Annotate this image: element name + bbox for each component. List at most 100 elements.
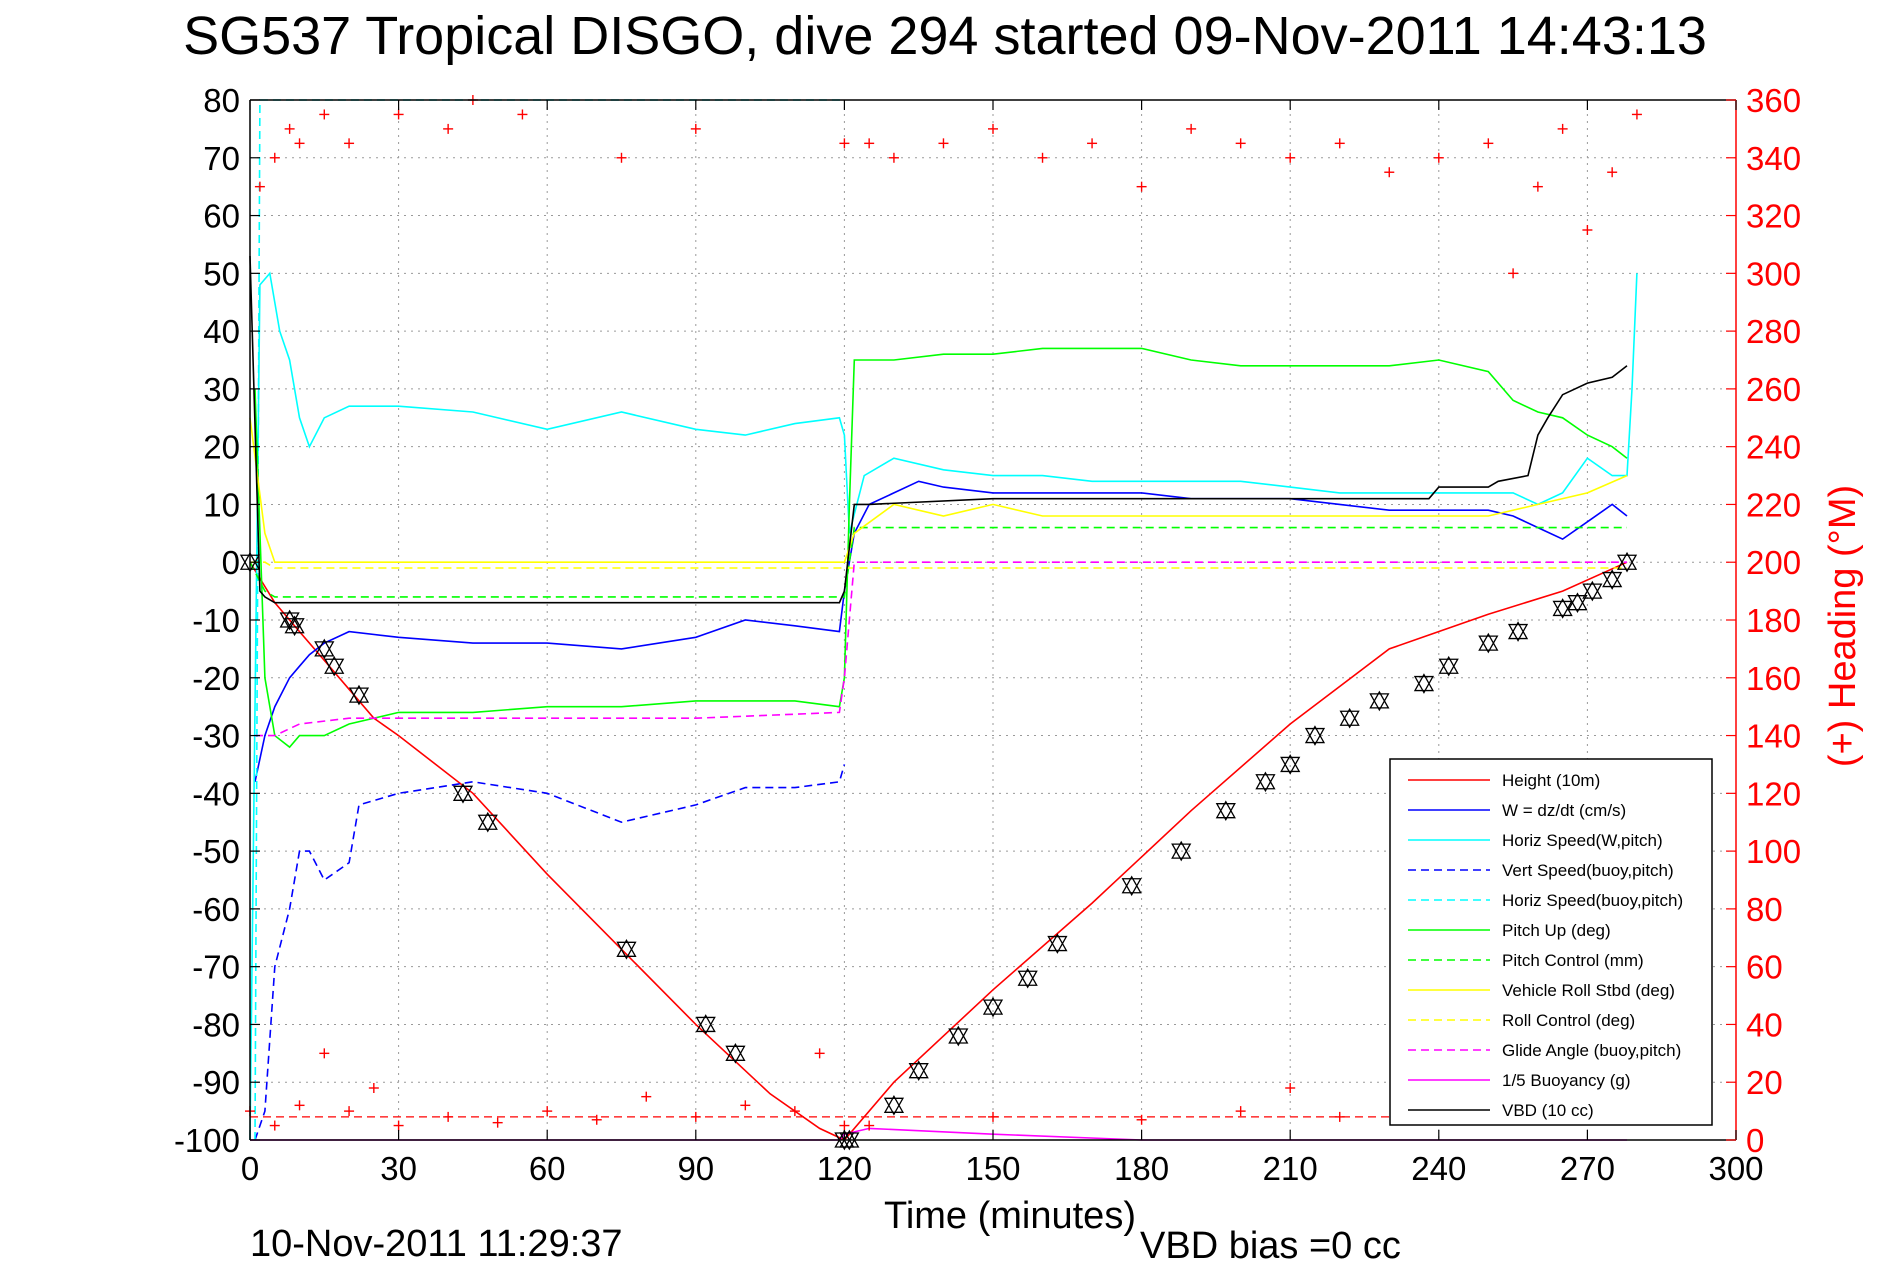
- marker-triangle-down: [695, 1016, 716, 1035]
- y-tick-label: -10: [192, 602, 240, 639]
- profile-marker: [1602, 569, 1623, 590]
- legend-label-pitch_up: Pitch Up (deg): [1502, 921, 1611, 940]
- footer-vbd-bias: VBD bias =0 cc: [1140, 1225, 1401, 1262]
- marker-triangle-up: [883, 1095, 905, 1113]
- heading-point-bottom: [1136, 1114, 1147, 1125]
- profile-marker: [348, 684, 370, 706]
- y2-tick-label: 300: [1746, 255, 1801, 292]
- heading-point-bottom: [591, 1114, 602, 1125]
- legend-label-horiz_speed_w: Horiz Speed(W,pitch): [1502, 831, 1663, 850]
- y2-tick-label: 240: [1746, 429, 1801, 466]
- marker-triangle-down: [839, 1132, 860, 1151]
- heading-point-bottom: [1235, 1106, 1246, 1117]
- y2-tick-label: 280: [1746, 313, 1801, 350]
- profile-marker: [1215, 800, 1236, 821]
- heading-point-top: [938, 138, 949, 149]
- heading-point-bottom: [492, 1117, 503, 1128]
- profile-marker: [1413, 673, 1435, 694]
- series-pitch_control-line: [249, 526, 1627, 598]
- grid-lines: [250, 100, 1736, 1140]
- series-horiz_speed_w-line: [249, 271, 1638, 1141]
- legend-label-vert_speed_buoy: Vert Speed(buoy,pitch): [1502, 861, 1674, 880]
- marker-triangle-up: [1280, 754, 1301, 773]
- marker-triangle-up: [1552, 598, 1573, 617]
- heading-point-top: [1433, 152, 1444, 163]
- heading-point-top: [1037, 152, 1048, 163]
- heading-point-bottom: [294, 1100, 305, 1111]
- marker-triangle-up: [616, 939, 637, 957]
- profile-marker: [477, 811, 498, 833]
- y2-tick-label: 120: [1746, 775, 1801, 812]
- legend-label-glide_angle: Glide Angle (buoy,pitch): [1502, 1041, 1681, 1060]
- heading-point-top: [294, 138, 305, 149]
- series-glide_angle-line: [255, 561, 1627, 737]
- y-tick-label: 20: [203, 429, 240, 466]
- heading-point-top: [1532, 181, 1543, 192]
- heading-point-top: [1136, 181, 1147, 192]
- legend-label-height: Height (10m): [1502, 771, 1600, 790]
- x-tick-label: 210: [1263, 1150, 1318, 1187]
- profile-marker: [1582, 580, 1603, 602]
- marker-triangle-up: [1017, 967, 1038, 986]
- series-pitch_up-line: [254, 347, 1628, 749]
- heading-point-top: [1557, 123, 1568, 134]
- marker-triangle-down: [1478, 635, 1499, 654]
- heading-point-top: [1334, 138, 1345, 149]
- profile-marker: [1304, 725, 1326, 746]
- marker-triangle-down: [1602, 571, 1623, 590]
- marker-triangle-down: [1280, 756, 1301, 775]
- marker-triangle-up: [725, 1043, 746, 1061]
- marker-triangle-up: [908, 1060, 929, 1079]
- y2-tick-label: 220: [1746, 486, 1801, 523]
- series-w-line: [254, 480, 1628, 782]
- heading-point-top: [393, 109, 404, 120]
- heading-point-bottom: [789, 1106, 800, 1117]
- y-tick-label: -80: [192, 1006, 240, 1043]
- profile-marker: [1567, 592, 1588, 613]
- y-tick-label: -20: [192, 660, 240, 697]
- series-vbd-line: [249, 255, 1628, 604]
- heading-point-top: [517, 109, 528, 120]
- marker-triangle-up: [477, 811, 498, 830]
- profile-marker: [314, 638, 335, 660]
- marker-triangle-down: [725, 1045, 746, 1064]
- right-axis-label: (+) Heading (°M): [1822, 485, 1864, 767]
- y2-tick-label: 40: [1746, 1006, 1783, 1043]
- marker-triangle-down: [1047, 935, 1068, 954]
- y2-tick-label: 80: [1746, 891, 1783, 928]
- marker-triangle-up: [1478, 632, 1499, 651]
- marker-triangle-down: [616, 941, 637, 960]
- y2-tick-label: 180: [1746, 602, 1801, 639]
- profile-marker: [1017, 967, 1038, 989]
- marker-triangle-down: [908, 1063, 929, 1081]
- legend-label-pitch_control: Pitch Control (mm): [1502, 951, 1644, 970]
- profile-marker: [1507, 621, 1529, 642]
- profile-marker: [1478, 632, 1499, 654]
- y-tick-label: -70: [192, 949, 240, 986]
- heading-point-bottom: [839, 1120, 850, 1131]
- marker-triangle-up: [1567, 592, 1588, 611]
- y-tick-label: 60: [203, 198, 240, 235]
- marker-triangle-up: [1507, 621, 1529, 640]
- marker-triangle-up: [1369, 690, 1390, 709]
- y2-tick-label: 0: [1746, 1122, 1764, 1159]
- marker-triangle-down: [284, 618, 305, 637]
- heading-point-bottom: [443, 1111, 454, 1122]
- chart-title: SG537 Tropical DISGO, dive 294 started 0…: [183, 6, 1707, 66]
- legend-label-roll: Vehicle Roll Stbd (deg): [1502, 981, 1675, 1000]
- series-height-line: [249, 561, 1628, 1141]
- profile-markers: [239, 551, 1638, 1151]
- heading-point-top: [254, 181, 265, 192]
- y-tick-label: 50: [203, 255, 240, 292]
- marker-triangle-up: [314, 638, 335, 657]
- marker-triangle-up: [1304, 725, 1326, 744]
- heading-point-top: [1235, 138, 1246, 149]
- y2-tick-label: 60: [1746, 949, 1783, 986]
- marker-triangle-down: [948, 1028, 969, 1047]
- y2-tick-label: 100: [1746, 833, 1801, 870]
- profile-marker: [1552, 598, 1573, 619]
- heading-point-top: [1607, 167, 1618, 178]
- profile-marker: [452, 783, 474, 804]
- profile-marker: [324, 655, 345, 677]
- heading-point-top: [344, 138, 355, 149]
